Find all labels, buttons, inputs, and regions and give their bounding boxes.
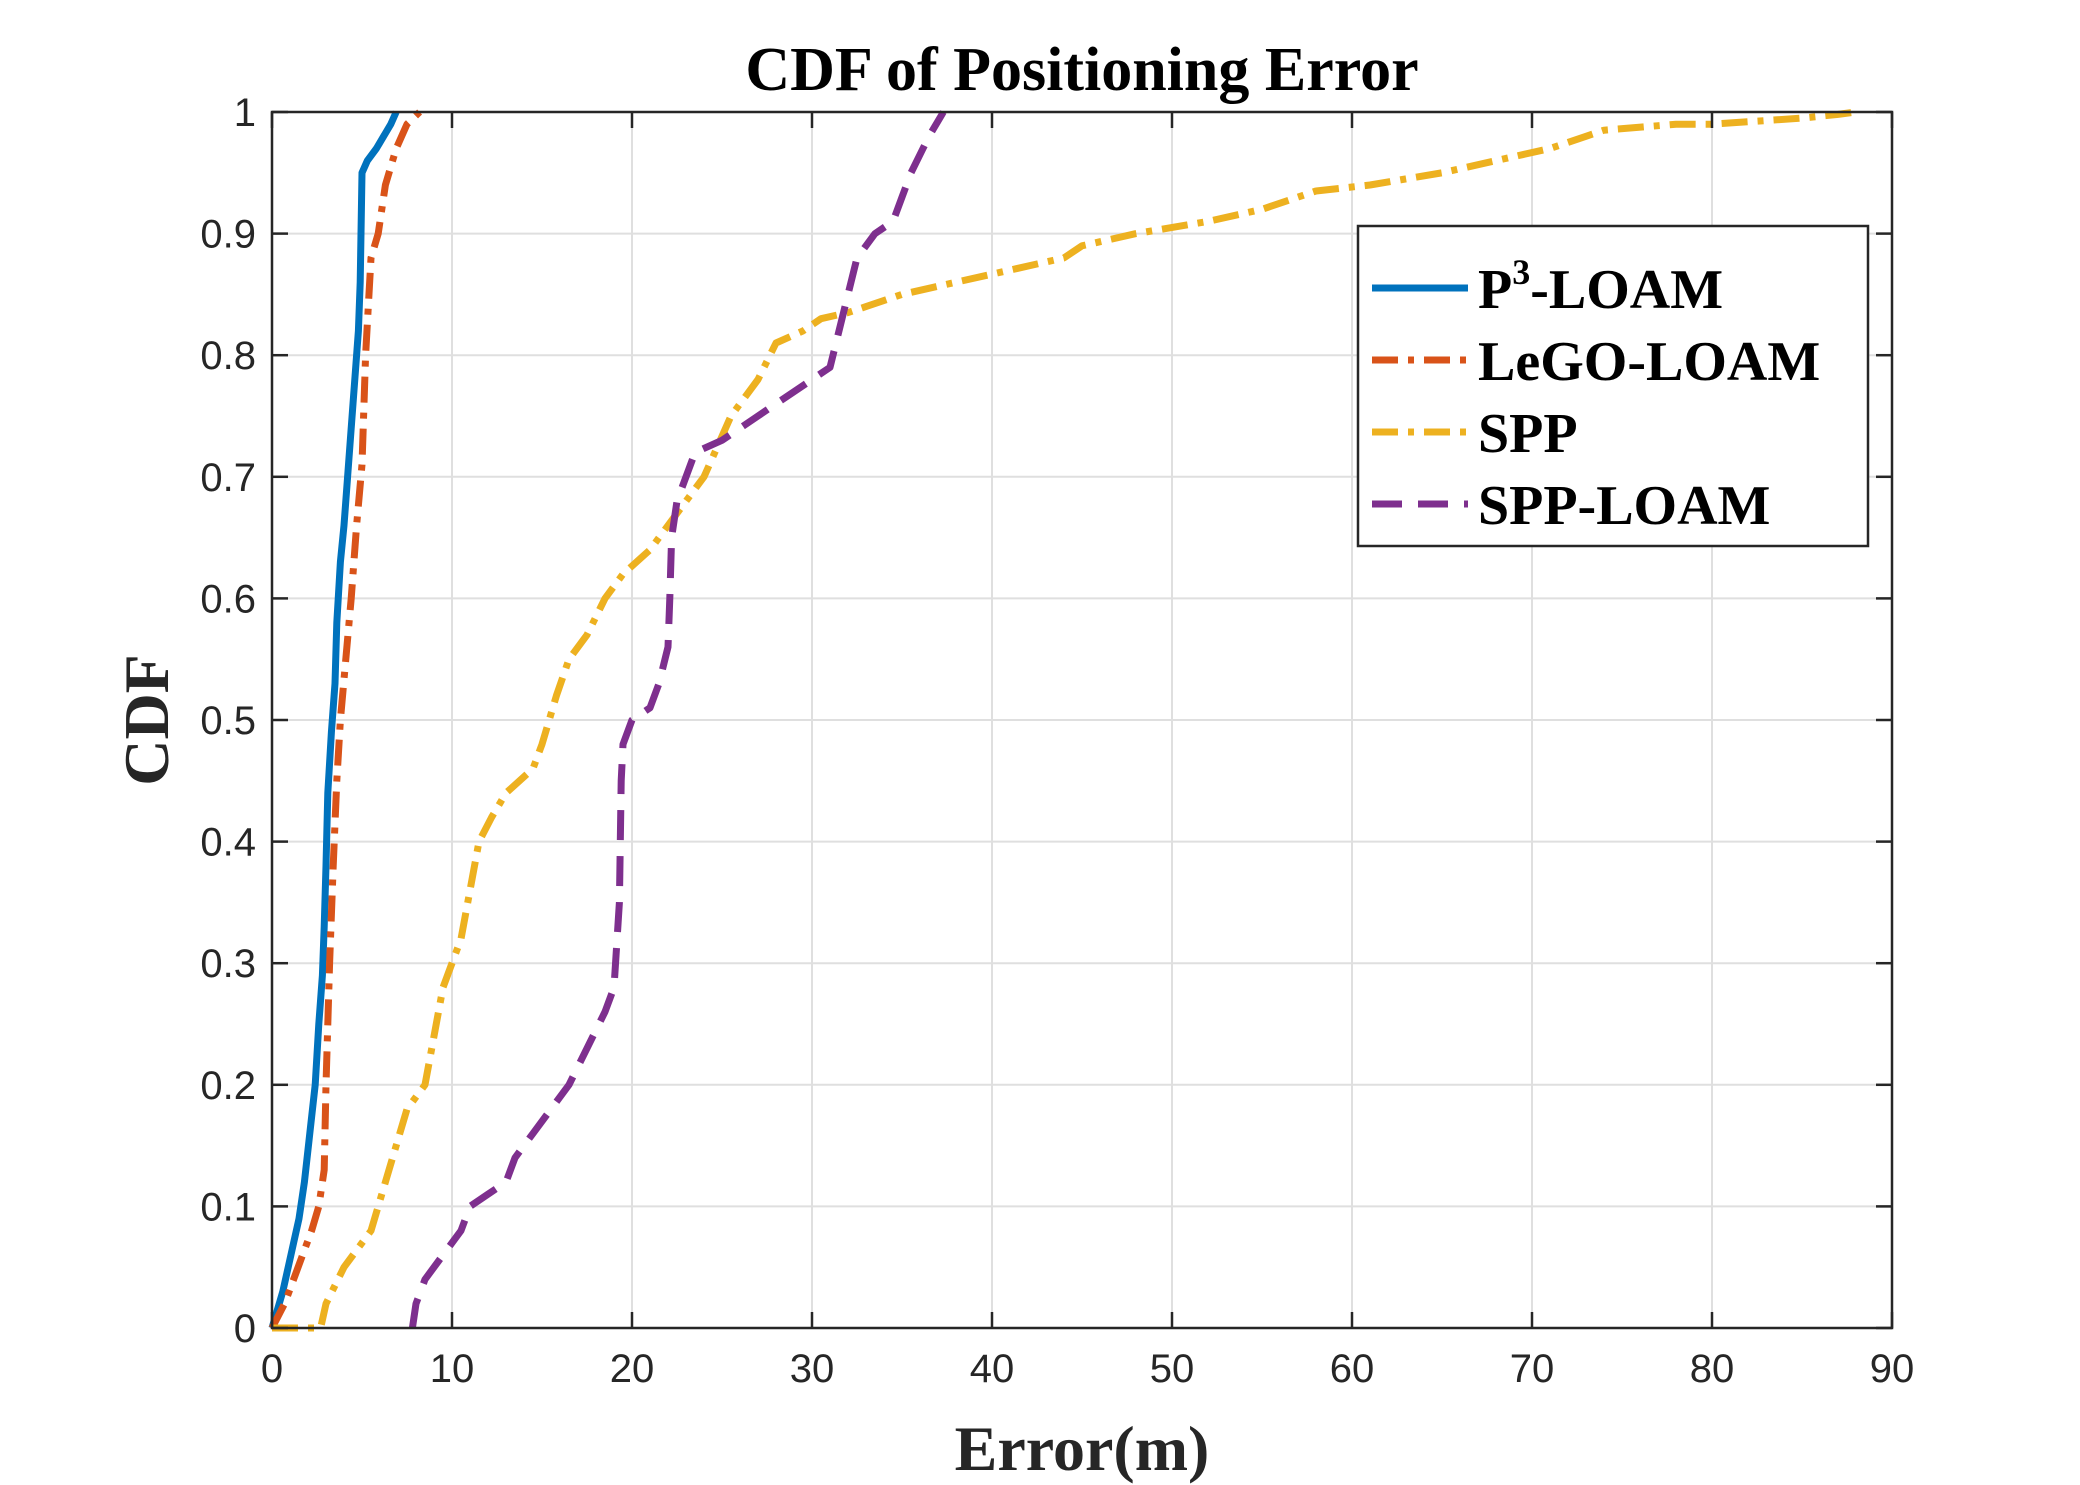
y-axis-label: CDF [111, 654, 182, 786]
x-tick-label: 0 [261, 1347, 283, 1391]
x-tick-label: 10 [430, 1347, 475, 1391]
legend-label-3: SPP [1478, 403, 1578, 465]
y-tick-label: 0.7 [200, 456, 256, 500]
x-tick-label: 20 [610, 1347, 655, 1391]
x-tick-label: 40 [970, 1347, 1015, 1391]
y-tick-label: 0.4 [200, 821, 256, 865]
x-axis-label: Error(m) [955, 1413, 1210, 1484]
series-line-4 [408, 110, 947, 1329]
legend-label-4: SPP-LOAM [1478, 475, 1770, 537]
y-tick-label: 1 [234, 91, 256, 135]
x-tick-label: 30 [790, 1347, 835, 1391]
y-tick-label: 0.1 [200, 1185, 256, 1229]
series-line-1 [268, 110, 400, 1329]
legend-label-1: P3-LOAM [1478, 252, 1723, 321]
y-tick-label: 0.8 [200, 334, 256, 378]
y-tick-label: 0.2 [200, 1064, 256, 1108]
x-tick-label: 80 [1690, 1347, 1735, 1391]
x-tick-label: 60 [1330, 1347, 1375, 1391]
y-tick-label: 0.3 [200, 942, 256, 986]
legend-label-2: LeGO-LOAM [1478, 331, 1820, 393]
x-tick-label: 70 [1510, 1347, 1555, 1391]
y-tick-label: 0.6 [200, 577, 256, 621]
y-tick-label: 0 [234, 1307, 256, 1351]
x-tick-label: 50 [1150, 1347, 1195, 1391]
legend: P3-LOAM LeGO-LOAM SPP SPP-LOAM [1356, 224, 1870, 548]
series-line-3 [272, 108, 1857, 1332]
legend-box [1356, 224, 1870, 548]
y-tick-label: 0.9 [200, 213, 256, 257]
y-tick-label: 0.5 [200, 699, 256, 743]
chart-title: CDF of Positioning Error [745, 36, 1418, 104]
x-tick-label: 90 [1870, 1347, 1915, 1391]
